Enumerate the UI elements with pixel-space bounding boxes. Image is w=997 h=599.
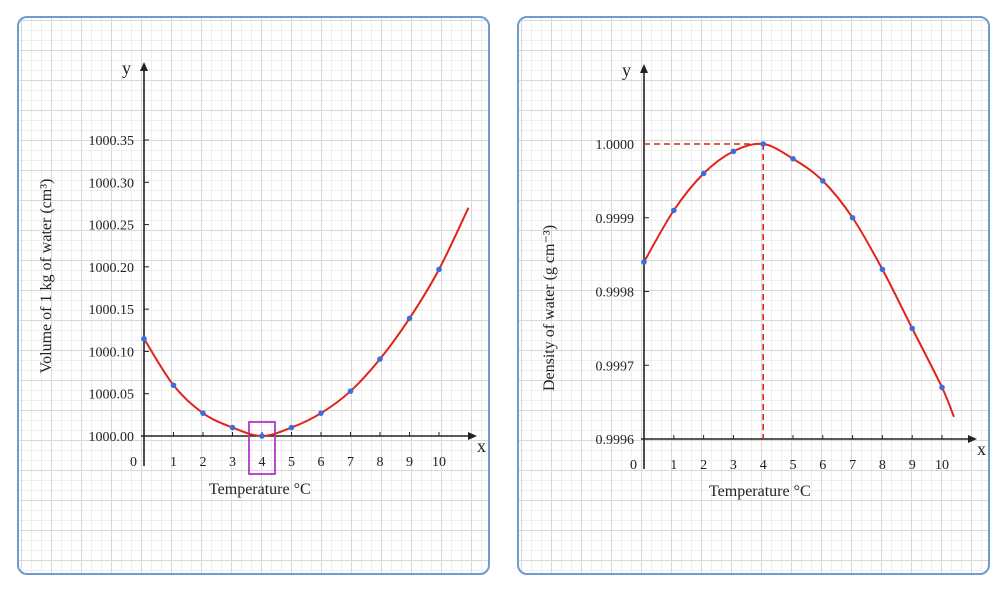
x-tick-label: 6 bbox=[819, 458, 826, 473]
x-tick-label: 6 bbox=[318, 455, 325, 470]
y-tick-label: 1000.05 bbox=[89, 388, 135, 403]
data-point bbox=[909, 325, 915, 332]
y-tick-label: 1000.00 bbox=[89, 430, 135, 445]
data-point bbox=[730, 148, 737, 155]
data-point bbox=[259, 433, 265, 439]
data-point bbox=[641, 259, 647, 265]
data-point bbox=[200, 410, 206, 416]
data-point bbox=[671, 207, 677, 214]
data-point bbox=[318, 410, 324, 416]
y-tick-label: 1000.25 bbox=[89, 219, 135, 234]
data-point bbox=[377, 356, 383, 362]
y-tick-label: 0.9999 bbox=[596, 212, 635, 227]
y-axis-name: y bbox=[622, 60, 631, 80]
data-point bbox=[406, 315, 413, 322]
data-point bbox=[288, 424, 295, 431]
x-tick-label: 7 bbox=[347, 455, 354, 470]
x-tick-label: 2 bbox=[200, 455, 207, 470]
x-tick-label: 8 bbox=[377, 455, 384, 470]
y-tick-label: 1000.20 bbox=[89, 261, 135, 276]
x-tick-label: 10 bbox=[432, 455, 446, 470]
y-axis-label: Volume of 1 kg of water (cm³) bbox=[38, 179, 55, 374]
y-tick-label: 1000.30 bbox=[89, 176, 135, 191]
data-point bbox=[849, 214, 856, 221]
series-line bbox=[143, 207, 470, 438]
data-point bbox=[939, 384, 945, 391]
y-tick-label: 1.0000 bbox=[596, 138, 635, 153]
y-tick-label: 0.9998 bbox=[596, 286, 635, 301]
x-tick-label: 4 bbox=[259, 455, 266, 470]
x-axis-name: x bbox=[477, 436, 486, 456]
data-point bbox=[229, 424, 236, 431]
highlight-box bbox=[248, 421, 276, 475]
x-tick-label: 3 bbox=[730, 458, 737, 473]
y-tick-label: 1000.10 bbox=[89, 345, 135, 360]
x-axis-arrow bbox=[968, 435, 977, 443]
y-tick-label: 0.9997 bbox=[596, 359, 635, 374]
y-tick-label: 0.9996 bbox=[596, 433, 635, 448]
volume-chart-panel: x y 0 1 2 3 4 5 6 7 8 9 10 1000.00 1000.05 1000.10 1000.… bbox=[17, 16, 490, 575]
x-tick-label: 5 bbox=[288, 455, 295, 470]
y-tick-label: 1000.35 bbox=[89, 134, 135, 149]
x-tick-label: 3 bbox=[229, 455, 236, 470]
x-tick-label: 7 bbox=[849, 458, 856, 473]
data-point bbox=[790, 155, 796, 162]
x-axis-label: Temperature °C bbox=[209, 481, 311, 498]
x-tick-label: 1 bbox=[170, 455, 177, 470]
data-point bbox=[436, 266, 442, 273]
volume-chart: x y 0 1 2 3 4 5 6 7 8 9 10 1000.00 1000.05 1000.10 1000.… bbox=[38, 58, 486, 498]
data-point bbox=[141, 335, 147, 342]
data-point bbox=[347, 388, 354, 394]
x-tick-label: 8 bbox=[879, 458, 886, 473]
data-point bbox=[760, 141, 766, 147]
x-tick-label: 5 bbox=[790, 458, 797, 473]
data-point bbox=[170, 382, 177, 389]
density-chart: x y 0 1 2 3 4 5 6 7 8 9 10 0.9996 0.9997 0.9998 0.9999 1.… bbox=[541, 60, 986, 500]
x-tick-label: 1 bbox=[670, 458, 677, 473]
data-point bbox=[820, 178, 826, 184]
y-axis-arrow bbox=[140, 62, 148, 71]
x-tick-label: 9 bbox=[909, 458, 916, 473]
density-chart-panel: x y 0 1 2 3 4 5 6 7 8 9 10 0.9996 0.9997 0.9998 0.9999 1.… bbox=[517, 16, 990, 575]
y-axis-label: Density of water (g cm⁻³) bbox=[541, 225, 558, 391]
x-axis-name: x bbox=[977, 439, 986, 459]
y-axis-arrow bbox=[640, 64, 648, 73]
x-tick-label: 2 bbox=[700, 458, 707, 473]
x-axis-arrow bbox=[468, 432, 477, 440]
y-tick-label: 1000.15 bbox=[89, 303, 135, 318]
x-tick-label: 9 bbox=[406, 455, 413, 470]
y-axis-name: y bbox=[122, 58, 131, 78]
series-line bbox=[643, 142, 955, 418]
data-point bbox=[879, 266, 886, 273]
origin-label: 0 bbox=[630, 458, 637, 473]
origin-label: 0 bbox=[130, 455, 137, 470]
x-tick-label: 10 bbox=[935, 458, 949, 473]
data-point bbox=[700, 170, 707, 177]
x-axis-label: Temperature °C bbox=[709, 483, 811, 500]
x-tick-label: 4 bbox=[760, 458, 767, 473]
